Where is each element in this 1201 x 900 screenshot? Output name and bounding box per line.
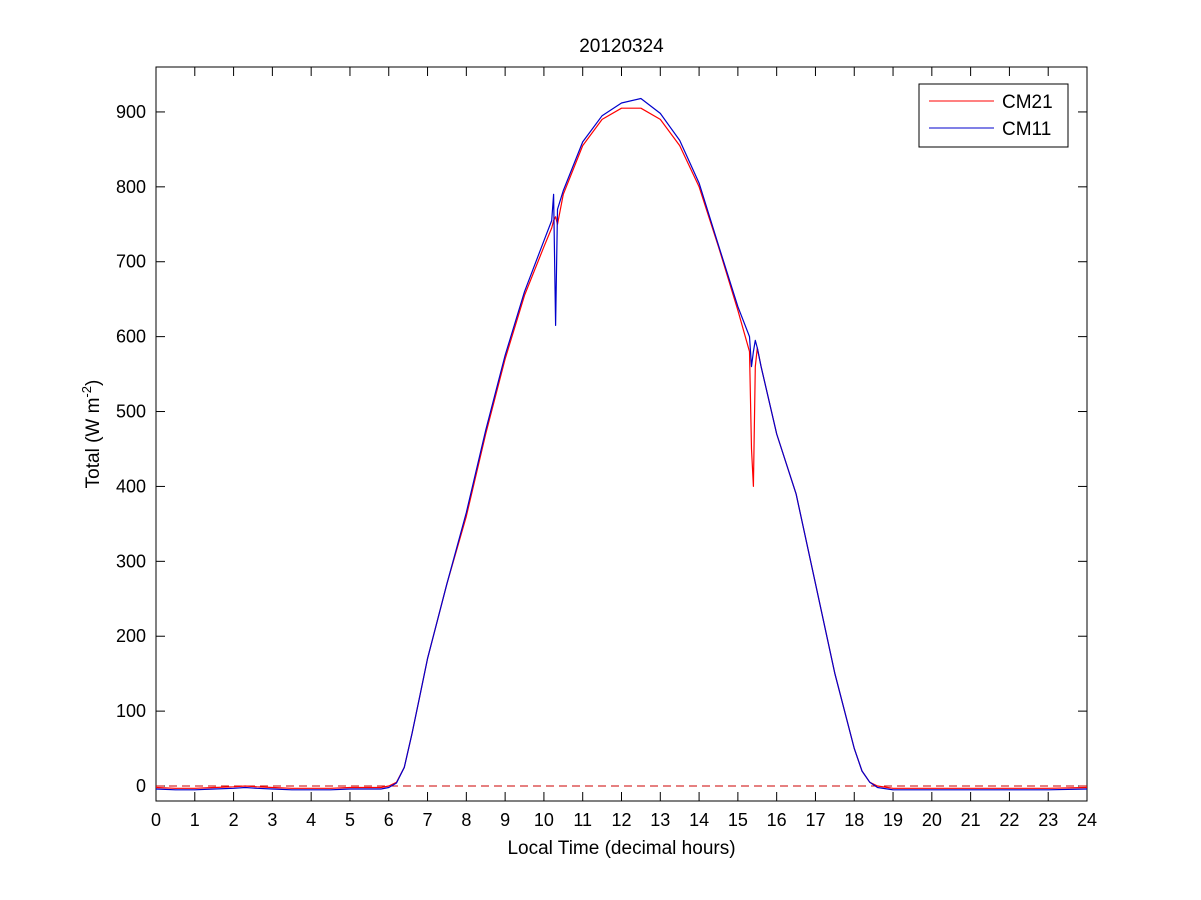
x-tick-label: 14 <box>689 810 709 830</box>
axis-ticks <box>155 67 1088 801</box>
x-tick-label: 12 <box>611 810 631 830</box>
y-tick-labels: 0 100 200 300 400 500 600 700 800 900 <box>116 102 146 796</box>
x-tick-label: 6 <box>384 810 394 830</box>
x-tick-label: 3 <box>267 810 277 830</box>
y-tick-label: 900 <box>116 102 146 122</box>
legend-box <box>918 83 1069 148</box>
x-tick-labels: 0 1 2 3 4 5 6 7 8 9 10 11 12 13 14 15 16 17 18 19 20 21 22 23 24 <box>151 810 1097 830</box>
plot-area <box>155 66 1088 802</box>
y-tick-label: 400 <box>116 476 146 496</box>
x-tick-label: 23 <box>1038 810 1058 830</box>
series-lines <box>155 97 1088 791</box>
x-tick-label: 11 <box>573 810 592 830</box>
x-tick-label: 4 <box>306 810 316 830</box>
y-tick-label: 300 <box>116 551 146 571</box>
y-tick-label: 0 <box>136 776 146 796</box>
y-axis-label-main: Total (W m <box>83 398 104 489</box>
x-tick-label: 2 <box>229 810 239 830</box>
x-tick-label: 1 <box>190 810 200 830</box>
x-tick-label: 13 <box>650 810 670 830</box>
legend: CM21 CM11 <box>918 83 1069 148</box>
y-tick-label: 700 <box>116 252 146 272</box>
x-tick-label: 20 <box>922 810 942 830</box>
y-tick-label: 100 <box>116 701 146 721</box>
x-tick-label: 10 <box>534 810 554 830</box>
x-tick-label: 15 <box>728 810 748 830</box>
legend-label-cm21: CM21 <box>1002 92 1053 113</box>
y-tick-label: 800 <box>116 177 146 197</box>
x-tick-label: 19 <box>883 810 903 830</box>
x-axis-label: Local Time (decimal hours) <box>507 838 735 859</box>
x-tick-label: 7 <box>423 810 433 830</box>
x-tick-label: 17 <box>805 810 825 830</box>
y-tick-label: 500 <box>116 402 146 422</box>
x-tick-label: 0 <box>151 810 161 830</box>
x-tick-label: 16 <box>767 810 787 830</box>
y-axis-label-suffix: ) <box>83 380 104 386</box>
x-tick-label: 8 <box>461 810 471 830</box>
x-tick-label: 24 <box>1077 810 1097 830</box>
x-tick-label: 5 <box>345 810 355 830</box>
x-tick-label: 18 <box>844 810 864 830</box>
x-tick-label: 22 <box>999 810 1019 830</box>
series-line-cm11 <box>155 97 1088 791</box>
y-tick-label: 600 <box>116 327 146 347</box>
x-tick-label: 21 <box>961 810 981 830</box>
x-tick-label: 9 <box>500 810 510 830</box>
y-axis-label: Total (W m-2) <box>79 380 104 489</box>
chart-title: 20120324 <box>579 36 664 57</box>
y-axis-label-superscript: -2 <box>79 386 94 398</box>
legend-label-cm11: CM11 <box>1002 119 1051 140</box>
y-tick-label: 200 <box>116 626 146 646</box>
